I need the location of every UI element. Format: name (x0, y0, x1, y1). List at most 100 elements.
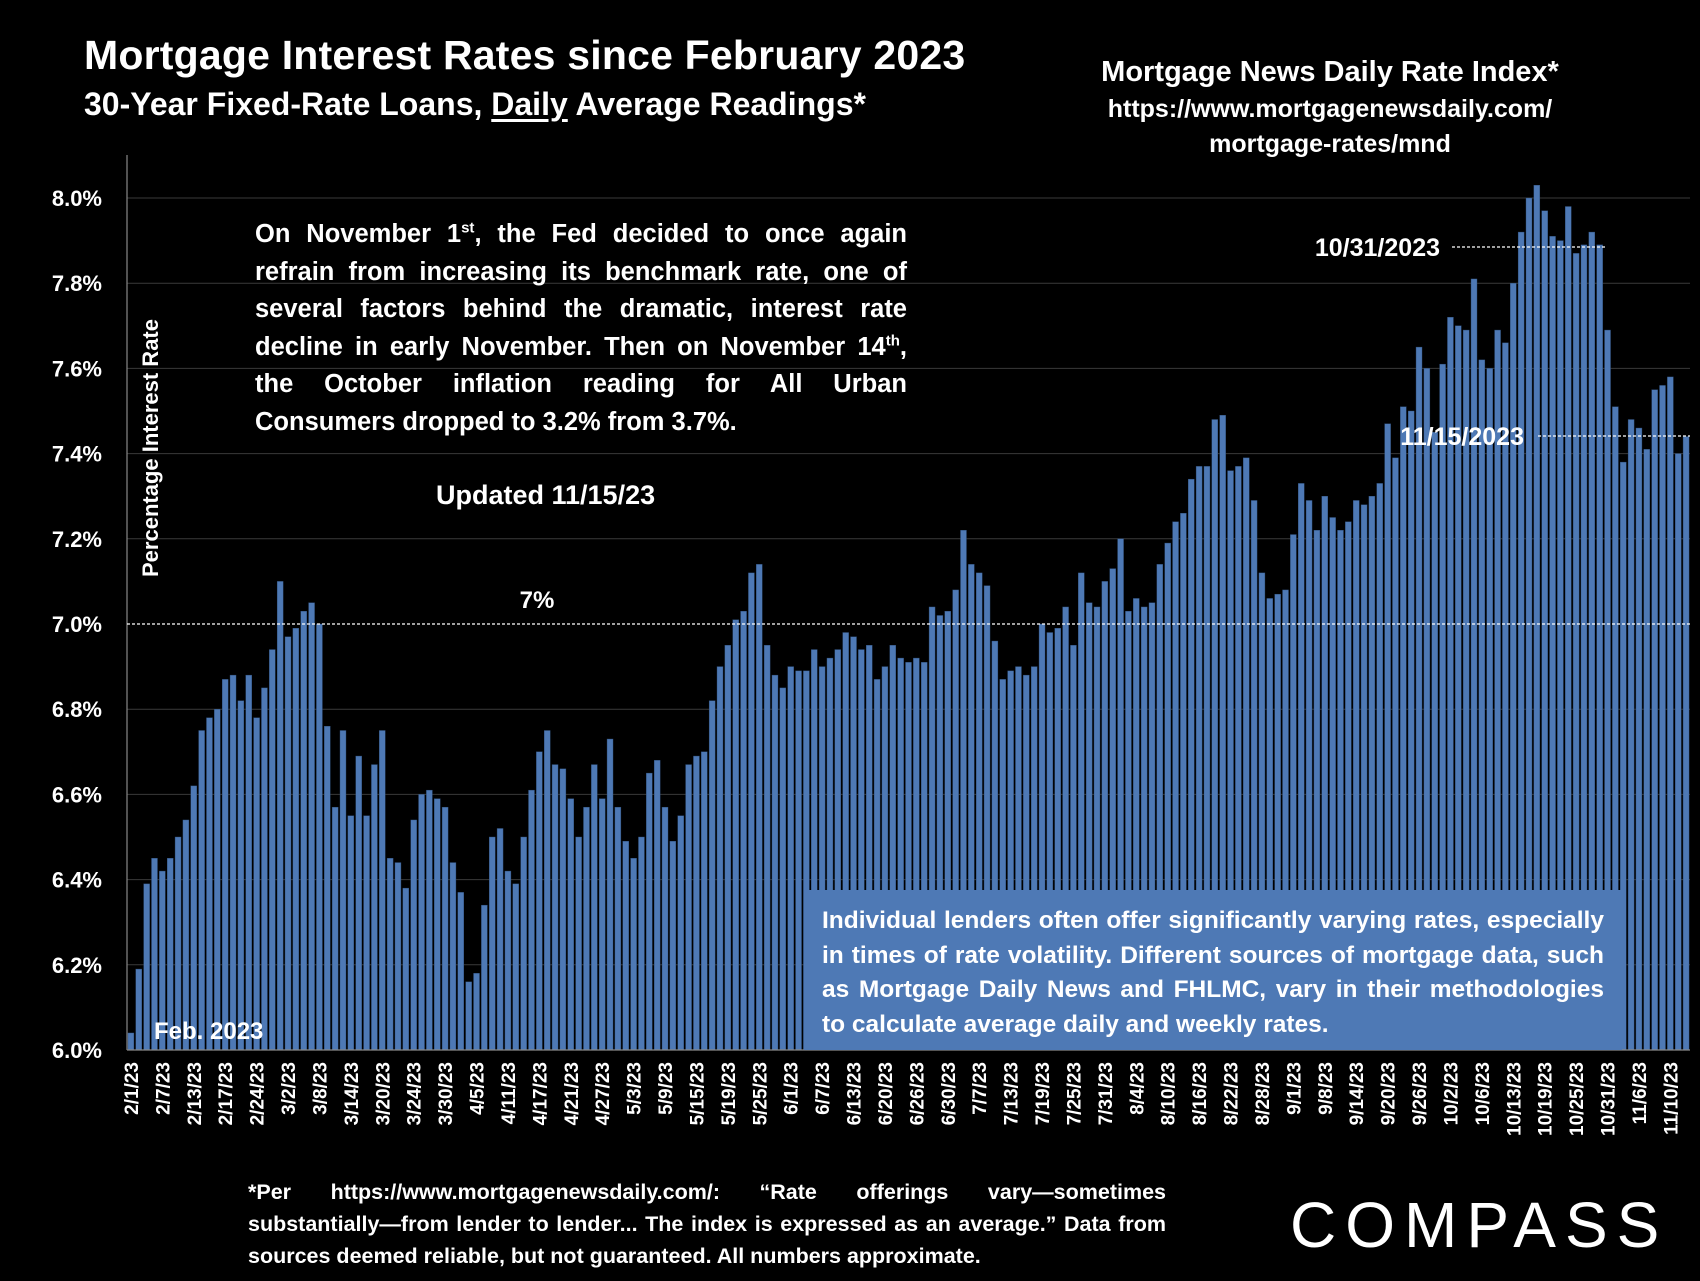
bar (379, 730, 386, 1051)
bar (606, 738, 614, 1051)
x-tick-label: 2/1/23 (122, 1062, 143, 1115)
bar (324, 726, 331, 1051)
x-tick-label: 9/20/23 (1379, 1062, 1400, 1125)
x-tick-label: 7/31/23 (1096, 1062, 1117, 1125)
y-tick-label: 8.0% (52, 186, 102, 211)
x-tick-label: 3/14/23 (342, 1062, 363, 1125)
x-tick-label: 5/3/23 (625, 1062, 646, 1115)
x-tick-label: 10/2/23 (1441, 1062, 1462, 1125)
bar (402, 887, 410, 1051)
bar (182, 819, 190, 1051)
x-tick-label: 2/7/23 (153, 1062, 174, 1115)
bar (724, 645, 732, 1051)
x-tick-label: 4/11/23 (499, 1062, 520, 1124)
y-tick-label: 6.2% (52, 953, 102, 978)
bar (646, 772, 653, 1051)
bar (457, 892, 464, 1051)
bar (614, 806, 622, 1051)
bar (740, 611, 747, 1051)
subtitle-pre: 30-Year Fixed-Rate Loans, (84, 86, 492, 122)
bar (630, 858, 637, 1051)
x-tick-label: 7/25/23 (1064, 1062, 1085, 1125)
x-tick-label: 7/19/23 (1033, 1062, 1054, 1125)
x-tick-label: 8/16/23 (1190, 1062, 1211, 1125)
bar (551, 764, 559, 1051)
bar (426, 789, 433, 1051)
x-tick-label: 5/25/23 (750, 1062, 771, 1125)
bar (575, 836, 582, 1051)
bar (653, 760, 661, 1051)
x-tick-label: 11/10/23 (1661, 1062, 1682, 1135)
bar (229, 674, 237, 1051)
bar (583, 806, 590, 1051)
bar (331, 806, 339, 1051)
bar (559, 768, 567, 1051)
y-tick-label: 7.6% (52, 356, 102, 381)
bar (339, 730, 347, 1051)
bar (536, 751, 543, 1051)
x-tick-label: 10/19/23 (1536, 1062, 1557, 1136)
x-tick-label: 8/22/23 (1222, 1062, 1243, 1125)
x-tick-label: 3/20/23 (373, 1062, 394, 1125)
bar (669, 841, 677, 1051)
bar (496, 828, 504, 1051)
bar (135, 968, 142, 1051)
x-tick-label: 3/8/23 (310, 1062, 331, 1115)
bar (795, 670, 802, 1051)
x-tick-label: 3/30/23 (436, 1062, 457, 1125)
bar (363, 815, 370, 1051)
y-tick-label: 6.6% (52, 782, 102, 807)
source-name: Mortgage News Daily Rate Index* (1101, 56, 1559, 88)
x-tick-label: 2/13/23 (185, 1062, 206, 1125)
bar (261, 687, 268, 1051)
bar (394, 862, 402, 1051)
source-url-line2: mortgage-rates/mnd (1209, 130, 1451, 158)
bar (276, 581, 284, 1051)
chart-subtitle: 30-Year Fixed-Rate Loans, Daily Average … (84, 86, 866, 123)
bar (638, 836, 645, 1051)
bar (300, 611, 307, 1051)
bar (1635, 427, 1643, 1051)
x-tick-label: 6/20/23 (876, 1062, 897, 1125)
bar (481, 904, 488, 1051)
bar (693, 755, 700, 1051)
bar (269, 649, 276, 1051)
bar (308, 602, 315, 1051)
bar (1675, 453, 1682, 1051)
bar (198, 730, 205, 1051)
bar (504, 870, 512, 1051)
bar (284, 636, 292, 1051)
bar (544, 730, 551, 1051)
x-tick-label: 6/30/23 (939, 1062, 960, 1125)
y-tick-label: 6.0% (52, 1038, 102, 1063)
annotation-sup1: st (461, 219, 475, 237)
x-tick-label: 9/8/23 (1316, 1062, 1337, 1115)
bar (214, 709, 221, 1051)
updated-label: Updated 11/15/23 (436, 480, 656, 510)
reference-label-1115: 11/15/2023 (1400, 423, 1524, 451)
x-tick-label: 10/25/23 (1567, 1062, 1588, 1136)
bar (591, 764, 598, 1051)
bar (701, 751, 708, 1051)
bar (677, 815, 684, 1051)
bar (756, 564, 763, 1051)
y-tick-label: 6.8% (52, 697, 102, 722)
bar (206, 717, 213, 1051)
bar (779, 687, 787, 1051)
bar (465, 981, 472, 1051)
bar (371, 764, 378, 1051)
x-tick-label: 9/26/23 (1410, 1062, 1431, 1125)
x-tick-label: 7/13/23 (1002, 1062, 1023, 1125)
x-tick-label: 2/24/23 (248, 1062, 269, 1125)
bar (449, 862, 457, 1051)
annotation-part1: On November 1 (255, 220, 462, 248)
bar (567, 798, 574, 1051)
bar (355, 755, 362, 1051)
x-tick-label: 4/17/23 (530, 1062, 551, 1125)
x-tick-label: 6/13/23 (845, 1062, 866, 1125)
bar (748, 572, 755, 1051)
x-tick-label: 5/19/23 (719, 1062, 740, 1125)
subtitle-post: Average Readings* (567, 86, 866, 122)
bar (127, 1032, 135, 1051)
